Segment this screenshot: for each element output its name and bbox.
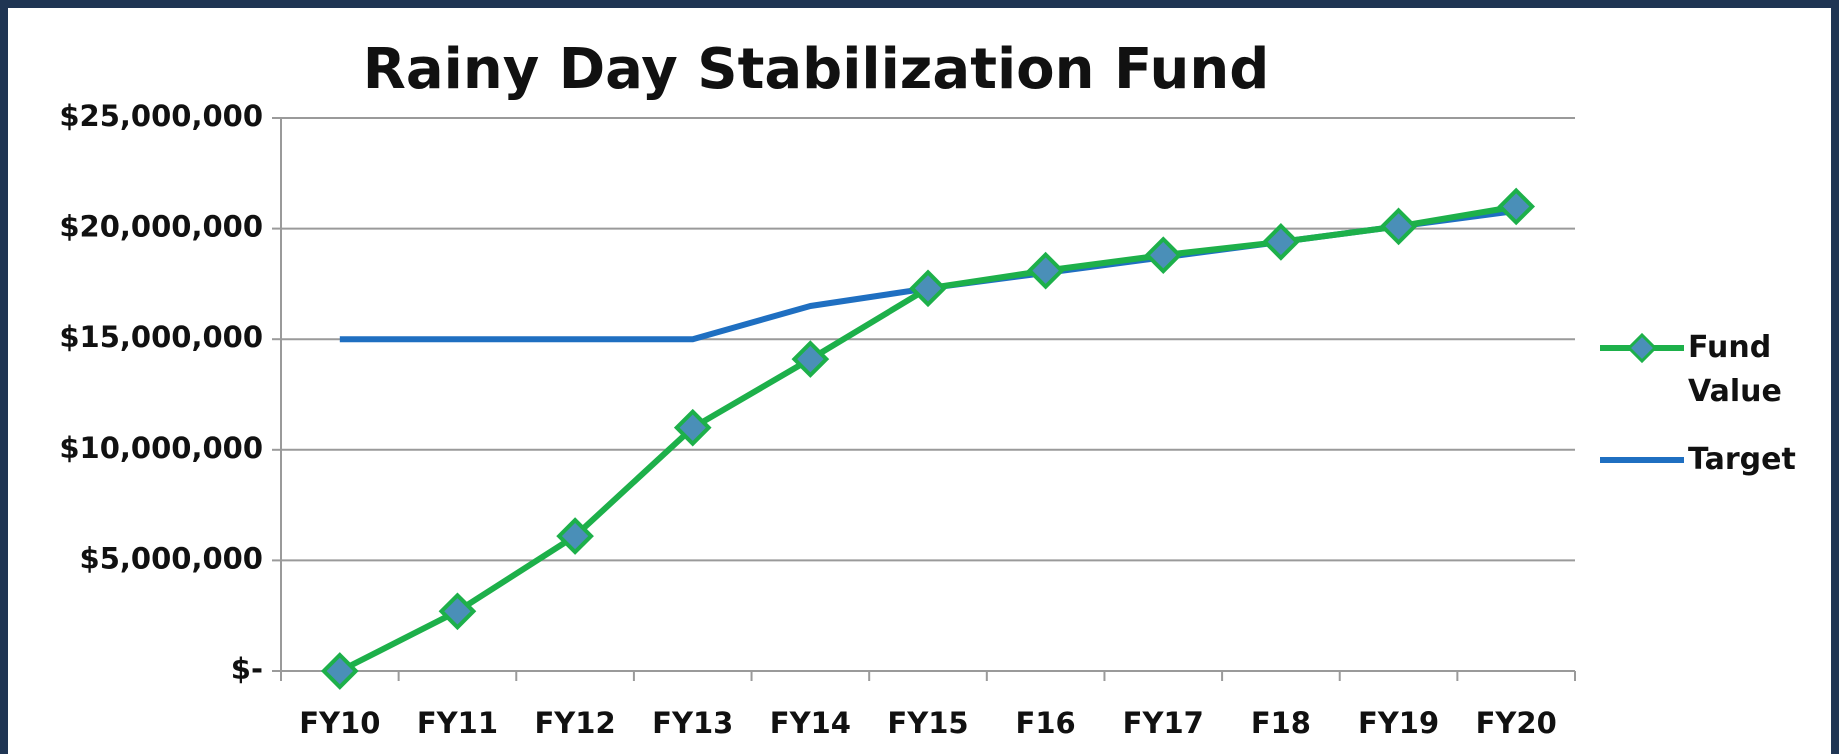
y-tick-label: $-: [231, 652, 263, 686]
x-tick-label: FY13: [652, 706, 733, 740]
marker: [320, 652, 359, 690]
x-tick-label: F18: [1251, 706, 1311, 740]
marker: [1144, 236, 1183, 274]
legend-label: Fund Value: [1688, 330, 1782, 409]
x-tick-label: FY14: [770, 706, 851, 740]
marker: [909, 269, 947, 308]
marker: [1026, 251, 1065, 290]
x-tick-label: FY20: [1476, 706, 1557, 740]
x-tick-label: FY10: [299, 706, 380, 740]
marker: [1379, 207, 1418, 246]
y-tick-label: $10,000,000: [59, 431, 263, 465]
y-tick-label: $5,000,000: [80, 541, 263, 575]
chart-title: Rainy Day Stabilization Fund: [363, 37, 1270, 102]
legend-label: Target: [1688, 442, 1796, 477]
x-tick-label: FY12: [535, 706, 616, 740]
marker: [1497, 187, 1536, 226]
x-tick-label: FY11: [417, 706, 498, 740]
x-tick-label: F16: [1016, 706, 1076, 740]
x-tick-label: FY19: [1358, 706, 1439, 740]
y-tick-label: $25,000,000: [59, 99, 263, 133]
x-tick-label: FY15: [887, 706, 968, 740]
legend-marker: [1626, 332, 1658, 364]
y-tick-label: $20,000,000: [59, 210, 263, 244]
marker: [1262, 223, 1300, 261]
marker: [791, 340, 830, 378]
x-tick-label: FY17: [1123, 706, 1204, 740]
marker: [438, 592, 477, 631]
y-tick-label: $15,000,000: [59, 320, 263, 354]
marker: [673, 408, 712, 447]
chart: Rainy Day Stabilization Fund $- $5,000,00…: [59, 37, 1684, 740]
marker: [556, 517, 594, 555]
chart-frame: Rainy Day Stabilization Fund $- $5,000,00…: [8, 8, 1831, 754]
